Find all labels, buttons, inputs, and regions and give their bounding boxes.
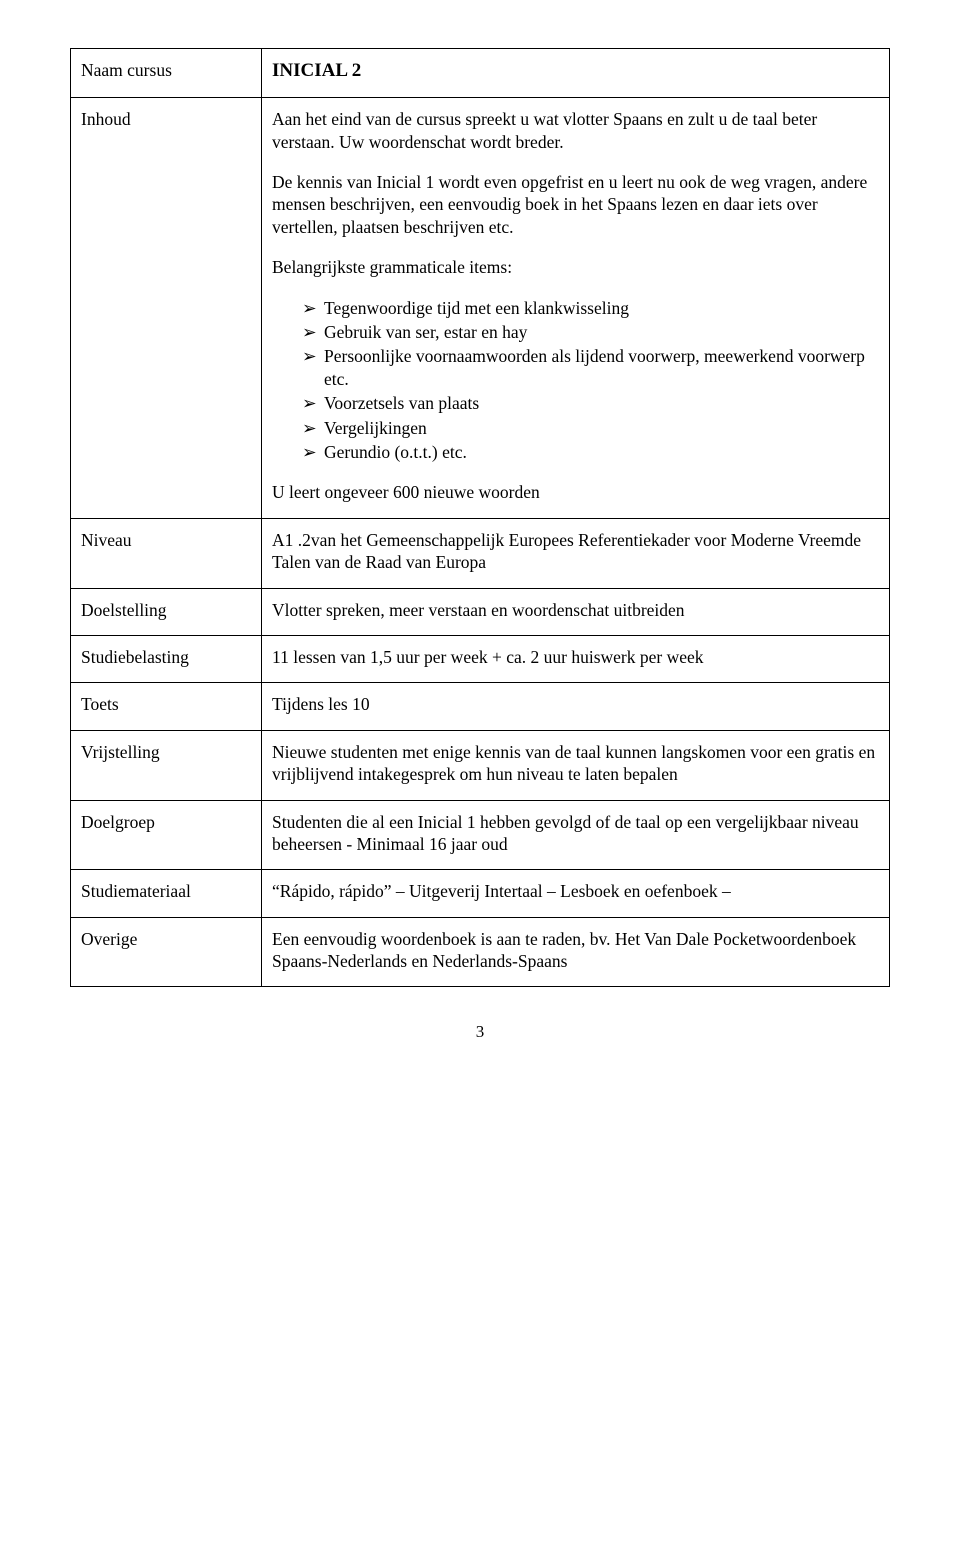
row-niveau: Niveau A1 .2van het Gemeenschappelijk Eu… (71, 518, 890, 588)
value-inhoud: Aan het eind van de cursus spreekt u wat… (262, 98, 890, 518)
bullet-text: Gebruik van ser, estar en hay (324, 322, 527, 342)
label-niveau: Niveau (71, 518, 262, 588)
bullet-item: ➢Voorzetsels van plaats (272, 392, 879, 414)
row-doelstelling: Doelstelling Vlotter spreken, meer verst… (71, 588, 890, 635)
bullet-item: ➢Gebruik van ser, estar en hay (272, 321, 879, 343)
inhoud-p3: Belangrijkste grammaticale items: (272, 256, 879, 278)
row-inhoud: Inhoud Aan het eind van de cursus spreek… (71, 98, 890, 518)
inhoud-p2: De kennis van Inicial 1 wordt even opgef… (272, 171, 879, 238)
inhoud-p4: U leert ongeveer 600 nieuwe woorden (272, 481, 879, 503)
value-toets: Tijdens les 10 (262, 683, 890, 730)
row-studiemateriaal: Studiemateriaal “Rápido, rápido” – Uitge… (71, 870, 890, 917)
bullet-arrow-icon: ➢ (302, 392, 324, 414)
row-overige: Overige Een eenvoudig woordenboek is aan… (71, 917, 890, 987)
row-naam-cursus: Naam cursus INICIAL 2 (71, 49, 890, 98)
label-naam-cursus: Naam cursus (71, 49, 262, 98)
bullet-text: Vergelijkingen (324, 418, 427, 438)
course-title: INICIAL 2 (272, 60, 361, 81)
row-studiebelasting: Studiebelasting 11 lessen van 1,5 uur pe… (71, 635, 890, 682)
page-container: Naam cursus INICIAL 2 Inhoud Aan het ein… (0, 0, 960, 1073)
page-number: 3 (70, 1021, 890, 1043)
label-studiemateriaal: Studiemateriaal (71, 870, 262, 917)
row-toets: Toets Tijdens les 10 (71, 683, 890, 730)
bullet-text: Persoonlijke voornaamwoorden als lijdend… (324, 346, 865, 388)
course-table: Naam cursus INICIAL 2 Inhoud Aan het ein… (70, 48, 890, 987)
bullet-arrow-icon: ➢ (302, 345, 324, 367)
bullet-arrow-icon: ➢ (302, 321, 324, 343)
label-overige: Overige (71, 917, 262, 987)
label-toets: Toets (71, 683, 262, 730)
bullet-item: ➢Persoonlijke voornaamwoorden als lijden… (272, 345, 879, 390)
bullet-item: ➢Tegenwoordige tijd met een klankwisseli… (272, 297, 879, 319)
label-studiebelasting: Studiebelasting (71, 635, 262, 682)
row-doelgroep: Doelgroep Studenten die al een Inicial 1… (71, 800, 890, 870)
label-doelgroep: Doelgroep (71, 800, 262, 870)
inhoud-p1: Aan het eind van de cursus spreekt u wat… (272, 108, 879, 153)
value-studiemateriaal: “Rápido, rápido” – Uitgeverij Intertaal … (262, 870, 890, 917)
label-inhoud: Inhoud (71, 98, 262, 518)
row-vrijstelling: Vrijstelling Nieuwe studenten met enige … (71, 730, 890, 800)
value-doelgroep: Studenten die al een Inicial 1 hebben ge… (262, 800, 890, 870)
bullet-item: ➢Vergelijkingen (272, 417, 879, 439)
value-vrijstelling: Nieuwe studenten met enige kennis van de… (262, 730, 890, 800)
bullet-text: Tegenwoordige tijd met een klankwisselin… (324, 298, 629, 318)
value-niveau: A1 .2van het Gemeenschappelijk Europees … (262, 518, 890, 588)
bullet-item: ➢Gerundio (o.t.t.) etc. (272, 441, 879, 463)
label-doelstelling: Doelstelling (71, 588, 262, 635)
value-doelstelling: Vlotter spreken, meer verstaan en woorde… (262, 588, 890, 635)
bullet-arrow-icon: ➢ (302, 297, 324, 319)
value-naam-cursus: INICIAL 2 (262, 49, 890, 98)
inhoud-bullets: ➢Tegenwoordige tijd met een klankwisseli… (272, 297, 879, 464)
bullet-arrow-icon: ➢ (302, 417, 324, 439)
value-studiebelasting: 11 lessen van 1,5 uur per week + ca. 2 u… (262, 635, 890, 682)
value-overige: Een eenvoudig woordenboek is aan te rade… (262, 917, 890, 987)
bullet-arrow-icon: ➢ (302, 441, 324, 463)
bullet-text: Gerundio (o.t.t.) etc. (324, 442, 467, 462)
bullet-text: Voorzetsels van plaats (324, 393, 479, 413)
label-vrijstelling: Vrijstelling (71, 730, 262, 800)
